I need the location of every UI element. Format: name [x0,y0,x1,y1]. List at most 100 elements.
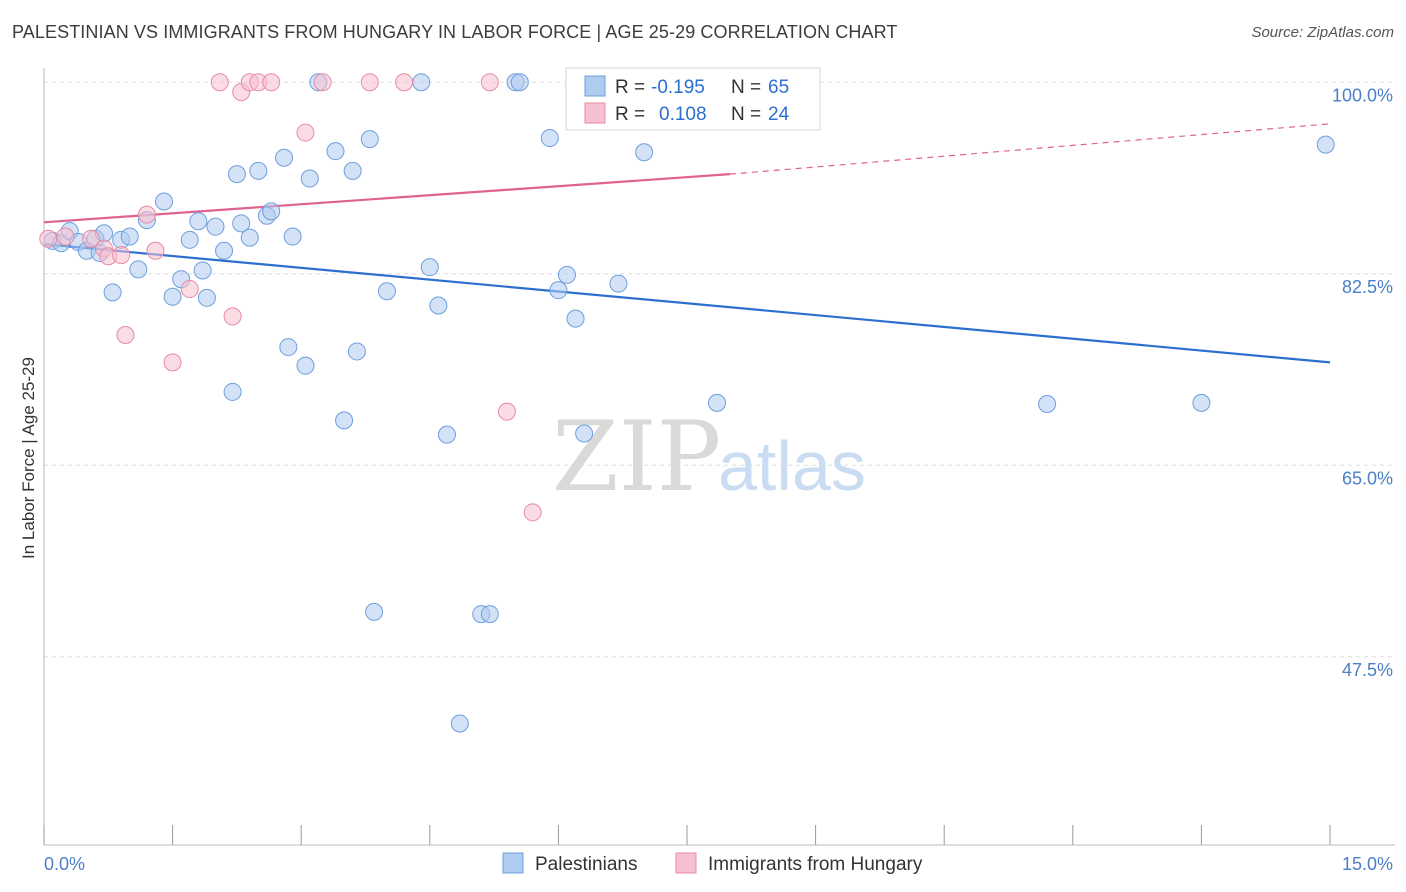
trend-line-pink [43,173,730,224]
series-legend: Palestinians Immigrants from Hungary [502,852,923,875]
point-blue-42 [412,73,431,92]
point-blue-25 [240,228,259,247]
watermark-atlas: atlas [718,427,866,505]
point-blue-16 [180,230,199,249]
point-pink-7 [146,241,165,260]
point-blue-47 [480,605,499,624]
point-pink-5 [112,246,131,265]
watermark-zip: ZIP [552,401,721,513]
legend-n-label-1: N = [731,77,761,98]
point-blue-59 [1038,394,1057,413]
legend-r-label-1: R = [615,77,645,98]
point-blue-19 [197,288,216,307]
point-blue-48 [450,714,469,733]
x-tick-label-1: 15.0% [1342,854,1393,874]
point-pink-11 [210,73,229,92]
point-blue-55 [575,424,594,443]
point-pink-12 [223,307,242,326]
series-legend-swatch-palestinians [502,852,524,874]
point-pink-18 [313,73,332,92]
legend-box [565,67,821,131]
point-blue-30 [279,338,298,357]
point-pink-22 [497,402,516,421]
point-blue-14 [163,287,182,306]
point-pink-21 [480,73,499,92]
point-pink-6 [137,205,156,224]
legend-r-value-1: -0.195 [651,77,705,98]
point-blue-22 [223,382,242,401]
point-blue-52 [549,281,568,300]
trend-lines [43,123,1331,364]
point-pink-9 [163,353,182,372]
point-blue-29 [275,148,294,167]
legend-n-value-2: 24 [768,104,790,125]
point-blue-28 [262,202,281,221]
tick-labels: 100.0% 82.5% 65.0% 47.5% 0.0% 15.0% [44,85,1393,874]
point-pink-23 [523,503,542,522]
legend-r-label-2: R = [615,104,645,125]
point-blue-51 [540,129,559,148]
point-blue-41 [377,282,396,301]
y-axis-title: In Labor Force | Age 25-29 [19,357,38,559]
point-blue-45 [420,258,439,277]
point-pink-1 [56,227,75,246]
point-blue-11 [129,260,148,279]
point-blue-35 [326,142,345,161]
point-blue-57 [635,143,654,162]
point-blue-37 [343,161,362,180]
point-pink-19 [360,73,379,92]
point-pink-0 [39,229,58,248]
chart-source: Source: ZipAtlas.com [1251,24,1394,41]
point-blue-40 [365,602,384,621]
y-tick-label-0: 100.0% [1332,85,1393,105]
y-tick-label-1: 82.5% [1342,277,1393,297]
legend-swatch-palestinians [584,75,606,97]
point-blue-38 [347,342,366,361]
point-blue-21 [215,241,234,260]
correlation-legend: R = -0.195 N = 65 R = 0.108 N = 24 [565,67,821,131]
point-blue-17 [189,212,208,231]
point-blue-61 [1316,135,1335,154]
point-blue-53 [557,265,576,284]
series-legend-palestinians: Palestinians [535,854,637,875]
point-blue-20 [206,217,225,236]
point-blue-58 [708,393,727,412]
legend-r-value-2: 0.108 [659,104,707,125]
data-points [39,73,1335,733]
point-blue-50 [510,73,529,92]
point-pink-16 [262,73,281,92]
point-blue-32 [296,356,315,375]
point-blue-24 [232,214,251,233]
watermark: ZIP atlas [552,401,866,513]
point-blue-26 [249,161,268,180]
y-tick-label-2: 65.0% [1342,468,1393,488]
point-pink-20 [395,73,414,92]
point-blue-18 [193,261,212,280]
axes [43,68,1395,846]
point-pink-10 [180,280,199,299]
trend-line-blue [43,243,1331,364]
series-legend-hungary: Immigrants from Hungary [708,854,923,875]
point-pink-8 [116,326,135,345]
point-blue-60 [1192,393,1211,412]
point-blue-13 [155,192,174,211]
legend-n-value-1: 65 [768,77,789,98]
point-blue-10 [120,227,139,246]
point-blue-39 [360,130,379,149]
point-blue-44 [437,425,456,444]
point-blue-31 [283,227,302,246]
point-blue-23 [227,165,246,184]
point-pink-17 [296,123,315,142]
point-blue-43 [429,296,448,315]
point-blue-54 [566,309,585,328]
series-legend-swatch-hungary [675,852,697,874]
point-blue-36 [335,411,354,430]
point-blue-8 [103,283,122,302]
legend-n-label-2: N = [731,104,761,125]
gridlines [44,81,1395,658]
chart-title: PALESTINIAN VS IMMIGRANTS FROM HUNGARY I… [12,22,898,42]
y-tick-label-3: 47.5% [1342,660,1393,680]
point-blue-56 [609,274,628,293]
point-blue-33 [300,169,319,188]
